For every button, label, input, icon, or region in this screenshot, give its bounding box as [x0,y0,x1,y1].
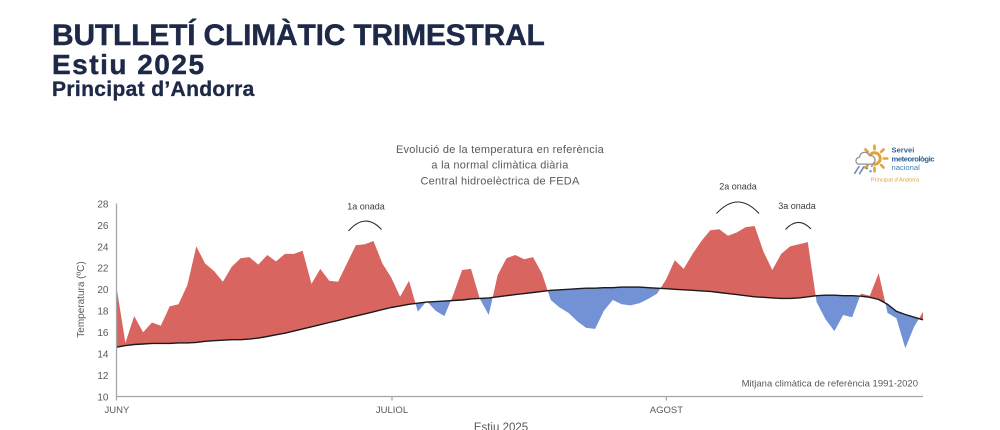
svg-text:nacional: nacional [892,163,921,172]
svg-text:28: 28 [97,199,109,210]
svg-text:AGOST: AGOST [650,405,683,416]
svg-text:18: 18 [97,307,109,318]
svg-text:JULIOL: JULIOL [376,405,408,416]
svg-text:12: 12 [97,371,109,382]
svg-text:Central hidroelèctrica de FEDA: Central hidroelèctrica de FEDA [420,175,580,187]
svg-text:meteorològic: meteorològic [892,154,935,163]
svg-text:24: 24 [97,242,109,253]
svg-text:20: 20 [97,285,109,296]
svg-text:a la normal climàtica diària: a la normal climàtica diària [431,160,569,172]
svg-text:14: 14 [97,350,109,361]
svg-text:JUNY: JUNY [104,405,129,416]
svg-text:26: 26 [97,221,109,232]
svg-text:Evolució de la temperatura en: Evolució de la temperatura en referència [396,144,605,156]
svg-text:16: 16 [97,328,109,339]
svg-text:Principat d’Andorra: Principat d’Andorra [871,178,920,184]
svg-text:Estiu 2025: Estiu 2025 [474,422,528,430]
svg-text:1a onada: 1a onada [347,202,385,212]
svg-text:10: 10 [97,392,109,403]
svg-text:22: 22 [97,264,109,275]
svg-text:Mitjana climàtica de referènci: Mitjana climàtica de referència 1991-202… [742,378,918,389]
svg-text:2a onada: 2a onada [719,182,757,192]
svg-text:Temperatura (ºC): Temperatura (ºC) [76,261,87,337]
svg-text:Servei: Servei [892,146,915,155]
svg-text:3a onada: 3a onada [778,201,816,211]
